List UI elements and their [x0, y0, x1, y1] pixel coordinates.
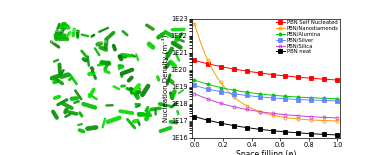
- PBN/Silica: [192, 93, 197, 95]
- Line: PBN neat: PBN neat: [193, 115, 339, 136]
- PBN/Alumina: [273, 95, 277, 96]
- Line: PBN/Alumina: PBN/Alumina: [193, 78, 339, 100]
- PBN/Nanodiamonds: [192, 23, 197, 25]
- PBN neat: [335, 134, 339, 136]
- Legend: PBN Self Nucleated, PBN/Nanodiamonds, PBN/Alumina, PBN/Silver, PBN/Silica, PBN n: PBN Self Nucleated, PBN/Nanodiamonds, PB…: [275, 20, 339, 55]
- PBN/Alumina: [192, 79, 197, 81]
- PBN/Silver: [244, 95, 249, 96]
- Line: PBN Self Nucleated: PBN Self Nucleated: [193, 59, 339, 82]
- PBN/Silica: [286, 114, 290, 116]
- PBN/Silica: [335, 117, 339, 119]
- PBN/Silica: [244, 108, 249, 110]
- PBN/Alumina: [280, 95, 285, 97]
- PBN neat: [280, 131, 285, 133]
- PBN/Nanodiamonds: [280, 116, 285, 118]
- PBN neat: [244, 127, 249, 128]
- PBN neat: [301, 132, 306, 134]
- PBN/Silver: [301, 99, 306, 101]
- PBN/Silver: [286, 98, 290, 100]
- PBN Self Nucleated: [335, 79, 339, 81]
- PBN/Silver: [280, 98, 285, 100]
- PBN/Silver: [195, 85, 200, 87]
- PBN/Silica: [273, 113, 277, 115]
- PBN/Silver: [192, 84, 197, 86]
- PBN Self Nucleated: [195, 60, 200, 62]
- PBN neat: [192, 116, 197, 117]
- PBN Self Nucleated: [244, 70, 249, 72]
- PBN/Silica: [195, 94, 200, 96]
- PBN/Silver: [273, 97, 277, 99]
- PBN/Silica: [301, 115, 306, 117]
- X-axis label: Space filling (φ): Space filling (φ): [236, 150, 296, 155]
- PBN Self Nucleated: [280, 75, 285, 77]
- PBN/Silver: [335, 100, 339, 102]
- Line: PBN/Silver: PBN/Silver: [193, 84, 339, 102]
- PBN/Alumina: [301, 96, 306, 98]
- PBN/Nanodiamonds: [301, 118, 306, 120]
- Text: Poly(butylene-2,6-naphthalate) (PBN): Poly(butylene-2,6-naphthalate) (PBN): [51, 40, 107, 44]
- PBN neat: [286, 131, 290, 133]
- PBN/Alumina: [286, 95, 290, 97]
- PBN/Alumina: [244, 91, 249, 93]
- PBN Self Nucleated: [301, 77, 306, 79]
- PBN/Alumina: [195, 80, 200, 82]
- PBN/Alumina: [335, 98, 339, 100]
- PBN Self Nucleated: [286, 75, 290, 77]
- PBN neat: [195, 116, 200, 118]
- Y-axis label: Nucleation Density (m⁻³): Nucleation Density (m⁻³): [162, 35, 169, 122]
- Line: PBN/Silica: PBN/Silica: [193, 92, 339, 119]
- PBN/Nanodiamonds: [286, 117, 290, 119]
- PBN Self Nucleated: [273, 74, 277, 76]
- PBN/Nanodiamonds: [244, 105, 249, 107]
- Text: $-$[O-(CH$_2$)$_4$-O-C: $-$[O-(CH$_2$)$_4$-O-C: [51, 28, 81, 35]
- PBN/Silica: [280, 113, 285, 115]
- PBN neat: [273, 130, 277, 132]
- PBN/Nanodiamonds: [335, 120, 339, 122]
- PBN/Nanodiamonds: [195, 32, 200, 34]
- PBN/Nanodiamonds: [273, 115, 277, 117]
- Line: PBN/Nanodiamonds: PBN/Nanodiamonds: [193, 22, 339, 122]
- PBN Self Nucleated: [192, 60, 197, 61]
